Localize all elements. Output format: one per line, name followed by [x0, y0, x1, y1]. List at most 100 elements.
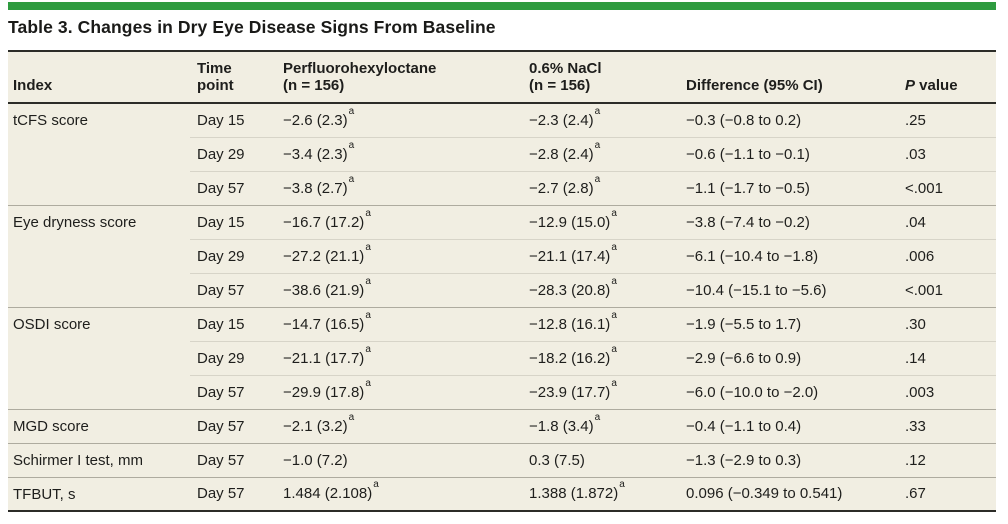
index-cell: tCFS score [13, 112, 89, 129]
pfho-cell: −2.6 (2.3)a [283, 105, 355, 129]
footnote-marker: a [348, 139, 355, 151]
p-cell: .04 [898, 204, 996, 239]
diff-cell: −0.6 (−1.1 to −0.1) [679, 136, 898, 171]
footnote-marker: a [611, 343, 617, 355]
data-table: Index Time point Perfluorohexyloctane (n… [8, 50, 996, 512]
pfho-cell: −27.2 (21.1)a [276, 238, 522, 273]
nacl-cell: −23.9 (17.7)a [522, 374, 679, 409]
index-cell: OSDI score [8, 306, 190, 409]
diff-cell: −6.1 (−10.4 to −1.8) [679, 238, 898, 273]
pfho-cell: −21.1 (17.7)a [276, 340, 522, 375]
p-cell: .33 [898, 408, 996, 443]
footnote-marker: a [594, 139, 601, 151]
pfho-cell: −1.0 (7.2) [276, 442, 522, 477]
index-cell: TFBUT, s [8, 476, 190, 511]
footnote-marker: a [365, 241, 371, 253]
p-cell: .67 [898, 476, 996, 511]
p-cell: <.001 [898, 272, 996, 307]
nacl-cell: −18.2 (16.2)a [522, 340, 679, 375]
time-cell: Day 57 [190, 442, 276, 477]
time-cell: Day 57 [190, 374, 276, 409]
index-cell: MGD score [8, 408, 190, 443]
diff-cell: −6.0 (−10.0 to −2.0) [679, 374, 898, 409]
p-cell: .03 [898, 136, 996, 171]
time-cell: Day 29 [190, 238, 276, 273]
index-cell: Schirmer I test, mm [8, 442, 190, 477]
footnote-marker: a [594, 105, 601, 117]
p-cell: .006 [898, 238, 996, 273]
column-header-p-value: P value [898, 51, 996, 104]
pfho-cell: 1.484 (2.108)a [276, 476, 522, 511]
footnote-marker: a [348, 105, 355, 117]
nacl-cell: −2.3 (2.4)a [529, 105, 601, 129]
pfho-cell: −38.6 (21.9)a [276, 272, 522, 307]
nacl-cell: −21.1 (17.4)a [522, 238, 679, 273]
footnote-marker: a [594, 173, 601, 185]
p-cell: <.001 [898, 170, 996, 205]
column-header-perfluorohexyloctane: Perfluorohexyloctane (n = 156) [276, 51, 522, 104]
column-header-time-point: Time point [190, 51, 276, 104]
footnote-marker: a [611, 241, 617, 253]
p-cell: .14 [898, 340, 996, 375]
pfho-cell: −14.7 (16.5)a [276, 306, 522, 341]
footnote-marker: a [365, 343, 371, 355]
pfho-cell: −3.8 (2.7)a [276, 170, 522, 205]
time-cell: Day 15 [190, 204, 276, 239]
nacl-cell: −2.7 (2.8)a [522, 170, 679, 205]
index-cell: Eye dryness score [8, 204, 190, 307]
table-row: Day 29 −27.2 (21.1)a −21.1 (17.4)a −6.1 (−1… [8, 238, 996, 273]
table-row: tCFS score Day 15 −2.6 (2.3)a −2.3 (2.4)a −0… [8, 103, 996, 137]
p-cell: .003 [898, 374, 996, 409]
table-row: Day 57 −3.8 (2.7)a −2.7 (2.8)a −1.1 (−1.7 t… [8, 170, 996, 205]
footnote-marker: a [611, 275, 617, 287]
time-cell: Day 57 [190, 170, 276, 205]
header-row: Index Time point Perfluorohexyloctane (n… [8, 51, 996, 104]
footnote-marker: a [365, 377, 371, 389]
time-cell: Day 29 [190, 340, 276, 375]
nacl-cell: 1.388 (1.872)a [522, 476, 679, 511]
pfho-cell: −2.1 (3.2)a [276, 408, 522, 443]
time-cell: Day 29 [190, 136, 276, 171]
column-header-nacl: 0.6% NaCl (n = 156) [522, 51, 679, 104]
footnote-marker: a [611, 377, 617, 389]
p-cell: .30 [898, 306, 996, 341]
pfho-cell: −29.9 (17.8)a [276, 374, 522, 409]
table-title: Table 3. Changes in Dry Eye Disease Sign… [8, 17, 496, 37]
nacl-cell: −12.8 (16.1)a [522, 306, 679, 341]
table-row: OSDI score Day 15 −14.7 (16.5)a −12.8 (16.1… [8, 306, 996, 409]
time-cell: Day 57 [190, 476, 276, 511]
p-cell: .25 [905, 111, 926, 129]
accent-bar [8, 2, 996, 10]
nacl-cell: −28.3 (20.8)a [522, 272, 679, 307]
table-row: MGD score Day 57 −2.1 (3.2)a −1.8 (3.4)a −0.… [8, 408, 996, 443]
table-row: Eye dryness score Day 15 −16.7 (17.2)a −12.… [8, 204, 996, 307]
footnote-marker: a [611, 309, 617, 321]
pfho-cell: −16.7 (17.2)a [276, 204, 522, 239]
time-cell: Day 15 [197, 111, 245, 129]
time-cell: Day 15 [190, 306, 276, 341]
diff-cell: −0.3 (−0.8 to 0.2) [686, 111, 802, 129]
table-row: Day 29 −21.1 (17.7)a −18.2 (16.2)a −2.9 (−6… [8, 340, 996, 375]
footnote-marker: a [594, 411, 601, 423]
nacl-cell: −12.9 (15.0)a [522, 204, 679, 239]
footnote-marker: a [365, 309, 371, 321]
diff-cell: −1.1 (−1.7 to −0.5) [679, 170, 898, 205]
footnote-marker: a [348, 411, 355, 423]
diff-cell: 0.096 (−0.349 to 0.541) [679, 476, 898, 511]
diff-cell: −0.4 (−1.1 to 0.4) [679, 408, 898, 443]
column-header-index: Index [8, 51, 190, 104]
footnote-marker: a [373, 479, 379, 491]
diff-cell: −2.9 (−6.6 to 0.9) [679, 340, 898, 375]
time-cell: Day 57 [190, 408, 276, 443]
table-body: tCFS score Day 15 −2.6 (2.3)a −2.3 (2.4)a −0… [8, 103, 996, 511]
p-cell: .12 [898, 442, 996, 477]
footnote-marker: a [611, 207, 617, 219]
column-header-difference: Difference (95% CI) [679, 51, 898, 104]
table-row: Day 57 −29.9 (17.8)a −23.9 (17.7)a −6.0 (−1… [8, 374, 996, 409]
nacl-cell: −2.8 (2.4)a [522, 136, 679, 171]
footnote-marker: a [365, 275, 371, 287]
footnote-marker: a [348, 173, 355, 185]
table-row: Day 29 −3.4 (2.3)a −2.8 (2.4)a −0.6 (−1.1 t… [8, 136, 996, 171]
table-row: Day 57 −38.6 (21.9)a −28.3 (20.8)a −10.4 (−… [8, 272, 996, 307]
